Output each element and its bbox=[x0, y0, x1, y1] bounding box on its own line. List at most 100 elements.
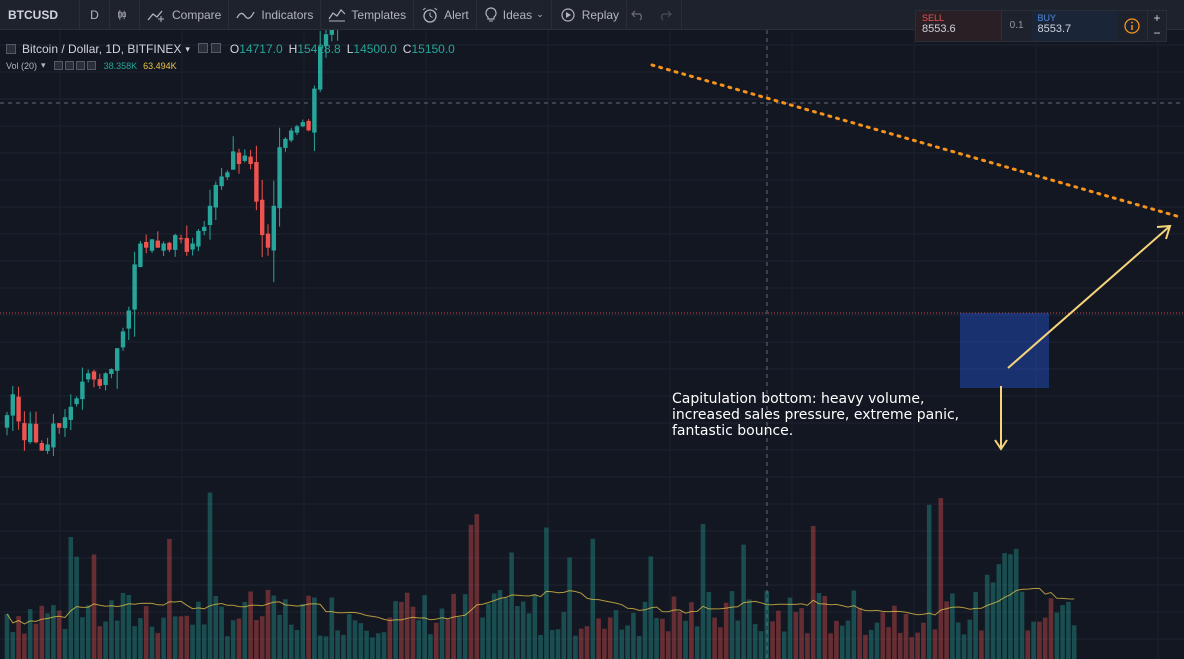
templates-label: Templates bbox=[351, 7, 407, 22]
volume-bar bbox=[770, 621, 775, 659]
ideas-label: Ideas bbox=[502, 7, 533, 22]
alert-button[interactable]: Alert bbox=[414, 0, 477, 30]
chart-type-button[interactable] bbox=[110, 0, 140, 30]
candle-body bbox=[138, 243, 143, 267]
undo-button[interactable] bbox=[627, 0, 654, 30]
zoom-in-button[interactable]: + bbox=[1153, 11, 1161, 25]
volume-bar bbox=[352, 620, 358, 659]
price-chart[interactable] bbox=[0, 30, 1184, 659]
volume-bar bbox=[410, 606, 416, 659]
volume-bar bbox=[196, 601, 201, 659]
volume-bar bbox=[590, 538, 596, 659]
redo-button[interactable] bbox=[654, 0, 683, 30]
buy-price: 8553.7 bbox=[1037, 23, 1072, 35]
collapse-icon[interactable] bbox=[6, 44, 16, 54]
compare-button[interactable]: Compare bbox=[140, 0, 230, 30]
volume-bar bbox=[97, 626, 103, 659]
ideas-button[interactable]: Ideas ⌄ bbox=[477, 0, 552, 30]
redo-icon bbox=[661, 10, 672, 20]
add-icon[interactable] bbox=[75, 61, 85, 70]
settings-icon[interactable] bbox=[210, 43, 221, 53]
annotation-line: fantastic bounce. bbox=[672, 423, 794, 439]
volume-bar bbox=[346, 614, 352, 659]
volume-bar bbox=[294, 630, 300, 659]
symbol-search[interactable]: BTCUSD bbox=[0, 0, 80, 30]
candle-body bbox=[161, 243, 166, 251]
series-title[interactable]: Bitcoin / Dollar, 1D, BITFINEX bbox=[22, 42, 182, 56]
candle-body bbox=[74, 398, 79, 405]
volume-bar bbox=[718, 627, 723, 659]
volume-bar bbox=[1025, 630, 1031, 659]
volume-bar bbox=[439, 608, 445, 659]
volume-bar bbox=[671, 596, 677, 659]
volume-bar bbox=[689, 602, 694, 659]
volume-bar bbox=[776, 610, 781, 659]
zoom-out-button[interactable]: − bbox=[1153, 26, 1161, 40]
candles-icon bbox=[118, 9, 126, 20]
eye-icon[interactable] bbox=[197, 43, 208, 53]
volume-bar bbox=[474, 514, 480, 659]
buy-button[interactable]: BUY 8553.7 bbox=[1031, 11, 1118, 41]
volume-bar bbox=[915, 632, 920, 659]
volume-bar bbox=[1042, 617, 1048, 659]
series-legend: Bitcoin / Dollar, 1D, BITFINEX ▾ O 14717.… bbox=[6, 42, 455, 56]
candle-body bbox=[97, 379, 102, 386]
volume-bar bbox=[515, 606, 520, 659]
volume-bar bbox=[103, 621, 108, 659]
volume-bar bbox=[625, 625, 630, 659]
volume-bar bbox=[874, 622, 880, 659]
info-button[interactable] bbox=[1117, 11, 1147, 41]
volume-title[interactable]: Vol (20) bbox=[6, 60, 38, 71]
volume-bar bbox=[619, 629, 625, 659]
annotation-text[interactable]: Capitulation bottom: heavy volume, incre… bbox=[672, 391, 959, 439]
interval-label: D bbox=[90, 7, 99, 22]
volume-bar bbox=[184, 615, 190, 659]
templates-icon bbox=[328, 8, 346, 21]
chevron-down-icon[interactable]: ▾ bbox=[185, 43, 190, 54]
candle-body bbox=[86, 373, 91, 380]
volume-bar bbox=[178, 616, 184, 659]
volume-bar bbox=[422, 595, 427, 659]
candle-body bbox=[318, 46, 323, 90]
volume-bar bbox=[584, 626, 590, 659]
close-icon[interactable] bbox=[86, 61, 96, 70]
candle-body bbox=[149, 239, 155, 251]
volume-legend: Vol (20) ▾ 38.358K 63.494K bbox=[6, 60, 177, 71]
sell-button[interactable]: SELL 8553.6 bbox=[916, 11, 1002, 41]
volume-bar bbox=[607, 617, 613, 659]
volume-bar bbox=[364, 630, 369, 659]
volume-bar bbox=[950, 593, 955, 659]
volume-bar bbox=[892, 605, 897, 659]
alert-label: Alert bbox=[444, 7, 469, 22]
volume-bar bbox=[555, 629, 561, 659]
candle-body bbox=[155, 240, 160, 248]
eye-icon[interactable] bbox=[53, 61, 63, 70]
interval-button[interactable]: D bbox=[80, 0, 110, 30]
volume-bar bbox=[56, 610, 62, 659]
settings-icon[interactable] bbox=[64, 61, 74, 70]
candle-body bbox=[294, 126, 300, 133]
volume-bar bbox=[172, 616, 178, 659]
volume-bar bbox=[526, 613, 532, 659]
indicators-button[interactable]: Indicators bbox=[229, 0, 322, 30]
replay-button[interactable]: Replay bbox=[552, 0, 628, 30]
volume-bar bbox=[317, 635, 323, 659]
volume-bar bbox=[27, 609, 33, 659]
volume-bar bbox=[312, 597, 317, 659]
volume-bar bbox=[265, 589, 271, 659]
indicators-label: Indicators bbox=[261, 7, 314, 22]
volume-bar bbox=[201, 624, 207, 659]
compare-icon bbox=[147, 10, 164, 22]
bounce-arrow-head bbox=[1156, 224, 1172, 240]
candle-body bbox=[120, 331, 126, 348]
volume-ma-line bbox=[6, 587, 1075, 625]
candle-body bbox=[242, 155, 247, 161]
chevron-down-icon[interactable]: ▾ bbox=[41, 60, 46, 70]
open-label: O bbox=[229, 42, 240, 56]
templates-button[interactable]: Templates bbox=[321, 0, 415, 30]
volume-bar bbox=[1031, 621, 1036, 659]
volume-bar bbox=[468, 524, 474, 659]
volume-bar bbox=[509, 552, 514, 659]
volume-bar bbox=[955, 622, 961, 659]
close-label: C bbox=[402, 42, 412, 56]
